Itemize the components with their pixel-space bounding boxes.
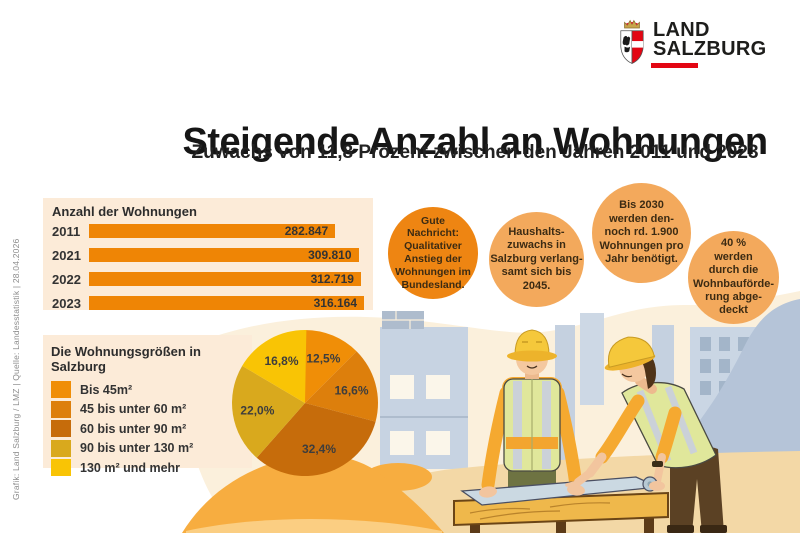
pie-slice — [305, 351, 378, 422]
legend-color-swatch — [51, 439, 71, 457]
legend-label: 90 bis unter 130 m² — [80, 441, 194, 455]
legend-label: 45 bis unter 60 m² — [80, 402, 187, 416]
logo-red-underline — [651, 63, 698, 68]
bar-row: 2022 312.719 — [52, 271, 364, 287]
pie-percentage-label: 16,8% — [264, 354, 298, 368]
pie-chart-title: Die Wohnungsgrößen in Salzburg — [51, 344, 201, 374]
logo-line-2: SALZBURG — [653, 38, 767, 60]
land-salzburg-logo: LAND SALZBURG — [618, 18, 767, 66]
pie-percentage-label: 22,0% — [240, 404, 274, 418]
pie-percentage-label: 32,4% — [302, 442, 336, 456]
bar: 309.810 — [89, 248, 359, 262]
pie-chart: 12,5% 16,6% 32,4% 22,0% 16,8% — [232, 329, 378, 477]
legend-color-swatch — [51, 459, 71, 476]
pie-percentage-label: 12,5% — [306, 352, 340, 366]
pie-legend-panel: Die Wohnungsgrößen in Salzburg Bis 45m² 4… — [43, 335, 252, 476]
info-bubble-3: Bis 2030 werden den- noch rd. 1.900 Wohn… — [592, 183, 691, 283]
page-title: Steigende Anzahl an Wohnungen — [182, 121, 768, 164]
hands — [479, 469, 665, 498]
bar-year-label: 2022 — [52, 271, 81, 287]
bar-chart-panel: Anzahl der Wohnungen 2011 282.847 2021 309.… — [43, 198, 373, 311]
legend-item: Bis 45m² — [51, 381, 244, 398]
sand-piles — [182, 454, 444, 533]
bar-value-label: 282.847 — [284, 224, 329, 238]
bar-track: 282.847 — [89, 224, 364, 238]
legend-color-swatch — [51, 420, 71, 437]
legend-label: 130 m² und mehr — [80, 460, 181, 475]
pie-slice — [256, 403, 376, 477]
bar-value-label: 316.164 — [313, 296, 357, 310]
bar-row: 2021 309.810 — [52, 247, 364, 263]
pie-slice — [232, 365, 305, 458]
credit-line: Grafik: Land Salzburg / LMZ | Quelle: La… — [11, 238, 21, 500]
pie-slice — [242, 329, 307, 403]
legend-item: 130 m² und mehr — [51, 459, 244, 476]
page-subtitle: Zuwachs von 11,8 Prozent zwischen den Ja… — [191, 142, 759, 163]
bar-track: 312.719 — [89, 272, 364, 286]
legend-item: 45 bis unter 60 m² — [51, 400, 244, 418]
bar: 312.719 — [89, 272, 361, 286]
bar-chart-title: Anzahl der Wohnungen — [52, 204, 197, 219]
worker-right — [585, 336, 727, 533]
bar: 282.847 — [89, 224, 336, 238]
legend-item: 90 bis unter 130 m² — [51, 439, 244, 457]
bar-rows: 2011 282.847 2021 309.810 2022 312.719 2023 316… — [52, 223, 364, 311]
legend-color-swatch — [51, 400, 71, 418]
bar-year-label: 2011 — [52, 223, 81, 239]
legend-items: Bis 45m² 45 bis unter 60 m² 60 bis unter 9… — [51, 381, 244, 476]
bar-value-label: 312.719 — [310, 272, 354, 286]
bar-track: 316.164 — [89, 296, 364, 310]
legend-color-swatch — [51, 381, 71, 398]
legend-label: Bis 45m² — [80, 382, 133, 397]
bar-value-label: 309.810 — [308, 248, 352, 262]
logo-line-1: LAND — [653, 19, 710, 41]
pie-percentage-label: 16,6% — [334, 383, 368, 397]
legend-label: 60 bis unter 90 m² — [80, 421, 187, 436]
worker-left — [481, 329, 583, 501]
info-bubble-2: Haushalts- zuwachs in Salzburg verlang- … — [489, 212, 584, 307]
bar-year-label: 2021 — [52, 247, 81, 263]
pie-slice — [305, 330, 357, 403]
info-bubble-4: 40 % werden durch die Wohnbauförde- rung… — [688, 231, 779, 324]
bar: 316.164 — [89, 296, 364, 310]
legend-item: 60 bis unter 90 m² — [51, 420, 244, 437]
bar-track: 309.810 — [89, 248, 364, 262]
bar-row: 2023 316.164 — [52, 295, 364, 311]
bar-year-label: 2023 — [52, 295, 81, 311]
info-bubble-1: Gute Nachricht: Qualitativer Anstieg der… — [388, 207, 478, 299]
bar-row: 2011 282.847 — [52, 223, 364, 239]
salzburg-coat-of-arms-icon — [620, 19, 644, 65]
